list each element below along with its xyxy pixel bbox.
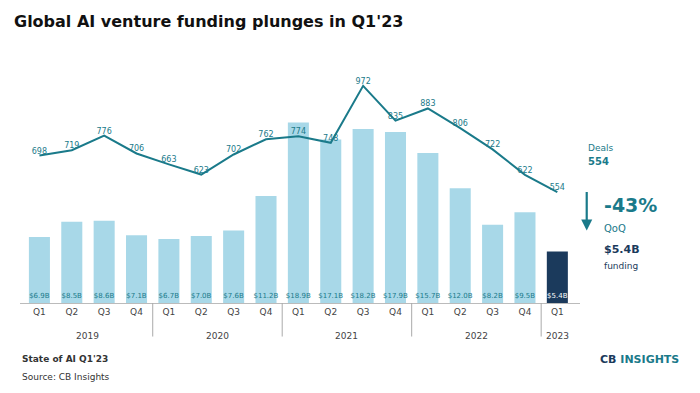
svg-text:$7.6B: $7.6B xyxy=(223,292,244,300)
svg-text:806: 806 xyxy=(453,119,468,128)
svg-text:$8.5B: $8.5B xyxy=(61,292,82,300)
svg-text:554: 554 xyxy=(550,183,565,192)
svg-text:Q1: Q1 xyxy=(162,307,175,317)
svg-text:QoQ: QoQ xyxy=(604,223,626,234)
svg-text:Q2: Q2 xyxy=(324,307,337,317)
svg-text:663: 663 xyxy=(161,155,176,164)
svg-text:2019: 2019 xyxy=(76,331,99,341)
svg-text:Q1: Q1 xyxy=(292,307,305,317)
svg-text:Q4: Q4 xyxy=(260,307,273,317)
svg-text:698: 698 xyxy=(32,147,47,156)
svg-text:Q4: Q4 xyxy=(130,307,143,317)
svg-text:2020: 2020 xyxy=(206,331,229,341)
svg-text:776: 776 xyxy=(97,127,112,136)
svg-text:-43%: -43% xyxy=(604,194,657,216)
svg-text:Q3: Q3 xyxy=(227,307,240,317)
svg-text:State of AI Q1'23: State of AI Q1'23 xyxy=(22,354,108,364)
svg-text:Q1: Q1 xyxy=(421,307,434,317)
svg-text:554: 554 xyxy=(588,156,609,167)
svg-text:2021: 2021 xyxy=(335,331,358,341)
svg-text:CB INSIGHTS: CB INSIGHTS xyxy=(600,353,679,366)
svg-text:2023: 2023 xyxy=(546,331,569,341)
svg-text:972: 972 xyxy=(355,77,370,86)
svg-text:Q2: Q2 xyxy=(454,307,467,317)
svg-text:883: 883 xyxy=(420,99,435,108)
svg-text:$7.0B: $7.0B xyxy=(191,292,212,300)
svg-text:748: 748 xyxy=(323,134,338,143)
svg-text:Q4: Q4 xyxy=(389,307,402,317)
svg-text:706: 706 xyxy=(129,144,144,153)
svg-text:$6.7B: $6.7B xyxy=(159,292,180,300)
svg-text:Q1: Q1 xyxy=(551,307,564,317)
svg-text:$12.0B: $12.0B xyxy=(448,292,473,300)
svg-text:Q2: Q2 xyxy=(195,307,208,317)
svg-text:Q2: Q2 xyxy=(65,307,78,317)
svg-text:774: 774 xyxy=(291,127,306,136)
svg-text:$6.9B: $6.9B xyxy=(29,292,50,300)
svg-text:$17.1B: $17.1B xyxy=(318,292,343,300)
svg-text:funding: funding xyxy=(604,261,638,271)
svg-text:2022: 2022 xyxy=(465,331,488,341)
svg-text:$7.1B: $7.1B xyxy=(126,292,147,300)
svg-text:Q4: Q4 xyxy=(519,307,532,317)
svg-text:Q3: Q3 xyxy=(98,307,111,317)
svg-text:Q3: Q3 xyxy=(486,307,499,317)
svg-text:$8.2B: $8.2B xyxy=(482,292,503,300)
svg-text:$18.9B: $18.9B xyxy=(286,292,311,300)
svg-text:Source: CB Insights: Source: CB Insights xyxy=(22,372,110,382)
svg-text:$5.4B: $5.4B xyxy=(604,243,640,256)
svg-text:$17.9B: $17.9B xyxy=(383,292,408,300)
svg-text:702: 702 xyxy=(226,145,241,154)
svg-text:762: 762 xyxy=(258,130,273,139)
svg-text:722: 722 xyxy=(485,140,500,149)
svg-text:$18.2B: $18.2B xyxy=(351,292,376,300)
svg-text:$15.7B: $15.7B xyxy=(415,292,440,300)
svg-text:719: 719 xyxy=(64,141,79,150)
svg-text:$9.5B: $9.5B xyxy=(515,292,536,300)
svg-text:622: 622 xyxy=(517,166,532,175)
svg-text:Q3: Q3 xyxy=(357,307,370,317)
svg-text:835: 835 xyxy=(388,112,403,121)
svg-text:623: 623 xyxy=(194,166,209,175)
svg-text:Global AI venture funding plun: Global AI venture funding plunges in Q1'… xyxy=(14,12,403,31)
svg-text:$11.2B: $11.2B xyxy=(253,292,278,300)
svg-text:$5.4B: $5.4B xyxy=(547,292,568,300)
svg-text:$8.6B: $8.6B xyxy=(94,292,115,300)
svg-text:Deals: Deals xyxy=(588,143,613,153)
svg-text:Q1: Q1 xyxy=(33,307,46,317)
